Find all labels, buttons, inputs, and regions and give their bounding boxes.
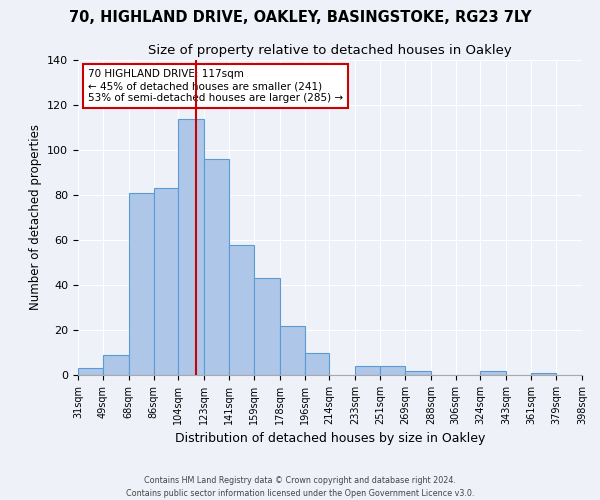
Bar xyxy=(178,118,205,375)
Text: 70, HIGHLAND DRIVE, OAKLEY, BASINGSTOKE, RG23 7LY: 70, HIGHLAND DRIVE, OAKLEY, BASINGSTOKE,… xyxy=(69,10,531,25)
Text: 70 HIGHLAND DRIVE: 117sqm
← 45% of detached houses are smaller (241)
53% of semi: 70 HIGHLAND DRIVE: 117sqm ← 45% of detac… xyxy=(88,70,343,102)
Bar xyxy=(205,159,229,375)
Bar xyxy=(531,373,556,375)
Y-axis label: Number of detached properties: Number of detached properties xyxy=(29,124,41,310)
Bar xyxy=(280,326,305,375)
X-axis label: Distribution of detached houses by size in Oakley: Distribution of detached houses by size … xyxy=(175,432,485,446)
Bar xyxy=(229,244,254,375)
Text: Contains HM Land Registry data © Crown copyright and database right 2024.
Contai: Contains HM Land Registry data © Crown c… xyxy=(126,476,474,498)
Bar xyxy=(129,192,154,375)
Bar xyxy=(254,278,280,375)
Bar xyxy=(355,366,380,375)
Bar xyxy=(305,352,329,375)
Bar xyxy=(78,368,103,375)
Title: Size of property relative to detached houses in Oakley: Size of property relative to detached ho… xyxy=(148,44,512,58)
Bar xyxy=(154,188,178,375)
Bar xyxy=(481,370,506,375)
Bar xyxy=(103,355,129,375)
Bar xyxy=(405,370,431,375)
Bar xyxy=(380,366,405,375)
